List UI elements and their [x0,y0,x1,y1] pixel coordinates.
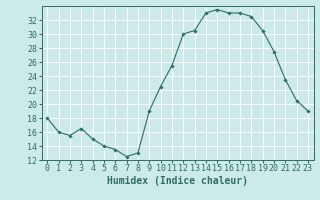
X-axis label: Humidex (Indice chaleur): Humidex (Indice chaleur) [107,176,248,186]
